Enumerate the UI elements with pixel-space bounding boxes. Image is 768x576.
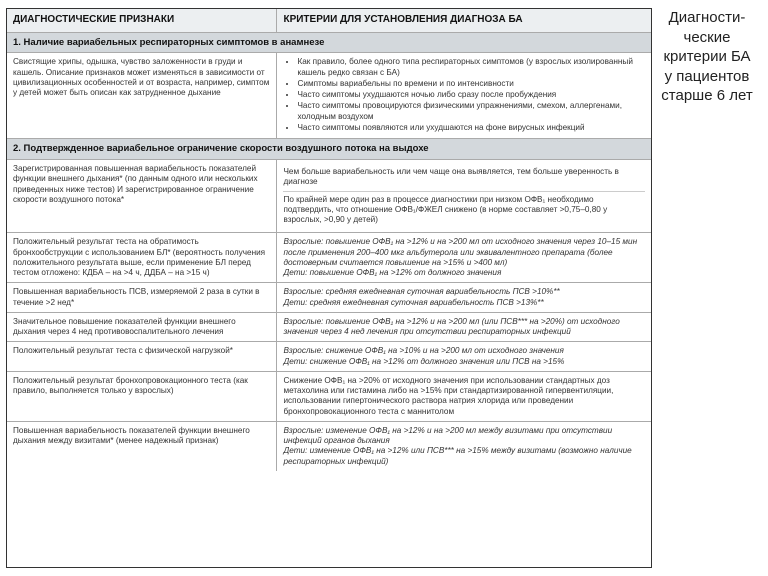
r2g-r2: Дети: изменение ОФВ₁ на >12% или ПСВ*** … <box>283 446 645 467</box>
s1-bullet: Симптомы вариабельны по времени и по инт… <box>297 79 645 89</box>
table-row: Положительный результат бронхопровокацио… <box>7 372 651 422</box>
section-2-title: 2. Подтвержденное вариабельное ограничен… <box>7 139 651 159</box>
table-row: Значительное повышение показателей функц… <box>7 313 651 343</box>
section-1-row: Свистящие хрипы, одышка, чувство заложен… <box>7 53 651 139</box>
side-title: Диагности- ческие критерии БА у пациенто… <box>652 8 762 568</box>
r2g-r1: Взрослые: изменение ОФВ₁ на >12% и на >2… <box>283 426 645 447</box>
table-row: Положительный результат теста с физическ… <box>7 342 651 372</box>
r2c-r1: Взрослые: средняя ежедневная суточная ва… <box>283 287 645 297</box>
r2e-left: Положительный результат теста с физическ… <box>7 342 277 371</box>
section-1-title: 1. Наличие вариабельных респираторных си… <box>7 33 651 53</box>
r2b-left: Положительный результат теста на обратим… <box>7 233 277 282</box>
header-col1: ДИАГНОСТИЧЕСКИЕ ПРИЗНАКИ <box>7 9 277 32</box>
s1-bullet: Часто симптомы появляются или ухудшаются… <box>297 123 645 133</box>
s1-right: Как правило, более одного типа респирато… <box>277 53 651 138</box>
table-row: Повышенная вариабельность показателей фу… <box>7 422 651 471</box>
s1-left: Свистящие хрипы, одышка, чувство заложен… <box>7 53 277 138</box>
table-row: Повышенная вариабельность ПСВ, измеряемо… <box>7 283 651 313</box>
table-header-row: ДИАГНОСТИЧЕСКИЕ ПРИЗНАКИ КРИТЕРИИ ДЛЯ УС… <box>7 9 651 33</box>
r2d-right: Взрослые: повышение ОФВ₁ на >12% и на >2… <box>277 313 651 342</box>
side-title-text: Диагности- ческие критерии БА у пациенто… <box>658 8 756 106</box>
section-1-header: 1. Наличие вариабельных респираторных си… <box>7 33 651 54</box>
r2c-left: Повышенная вариабельность ПСВ, измеряемо… <box>7 283 277 312</box>
s1-bullet: Как правило, более одного типа респирато… <box>297 57 645 78</box>
page: ДИАГНОСТИЧЕСКИЕ ПРИЗНАКИ КРИТЕРИИ ДЛЯ УС… <box>0 0 768 576</box>
r2b-r2: Дети: повышение ОФВ₁ на >12% от должного… <box>283 268 645 278</box>
header-col2: КРИТЕРИИ ДЛЯ УСТАНОВЛЕНИЯ ДИАГНОЗА БА <box>277 9 651 32</box>
table-row: Положительный результат теста на обратим… <box>7 233 651 283</box>
r2b-right: Взрослые: повышение ОФВ₁ на >12% и на >2… <box>277 233 651 282</box>
r2g-right: Взрослые: изменение ОФВ₁ на >12% и на >2… <box>277 422 651 471</box>
r2a-right: Чем больше вариабельность или чем чаще о… <box>277 160 651 232</box>
r2e-r2: Дети: снижение ОФВ₁ на >12% от должного … <box>283 357 645 367</box>
r2d-left: Значительное повышение показателей функц… <box>7 313 277 342</box>
table-row: Зарегистрированная повышенная вариабельн… <box>7 160 651 233</box>
s1-bullet: Часто симптомы провоцируются физическими… <box>297 101 645 122</box>
r2a-r1: Чем больше вариабельность или чем чаще о… <box>283 164 645 192</box>
r2b-r1: Взрослые: повышение ОФВ₁ на >12% и на >2… <box>283 237 645 268</box>
diagnostic-table: ДИАГНОСТИЧЕСКИЕ ПРИЗНАКИ КРИТЕРИИ ДЛЯ УС… <box>6 8 652 568</box>
s1-bullet: Часто симптомы ухудшаются ночью либо сра… <box>297 90 645 100</box>
section-2-header: 2. Подтвержденное вариабельное ограничен… <box>7 139 651 160</box>
r2a-left: Зарегистрированная повышенная вариабельн… <box>7 160 277 232</box>
r2g-left: Повышенная вариабельность показателей фу… <box>7 422 277 471</box>
r2c-right: Взрослые: средняя ежедневная суточная ва… <box>277 283 651 312</box>
r2a-r2: По крайней мере один раз в процессе диаг… <box>283 192 645 229</box>
r2c-r2: Дети: средняя ежедневная суточная вариаб… <box>283 298 645 308</box>
r2e-r1: Взрослые: снижение ОФВ₁ на >10% и на >20… <box>283 346 645 356</box>
r2f-right: Снижение ОФВ₁ на >20% от исходного значе… <box>277 372 651 421</box>
r2f-left: Положительный результат бронхопровокацио… <box>7 372 277 421</box>
r2e-right: Взрослые: снижение ОФВ₁ на >10% и на >20… <box>277 342 651 371</box>
